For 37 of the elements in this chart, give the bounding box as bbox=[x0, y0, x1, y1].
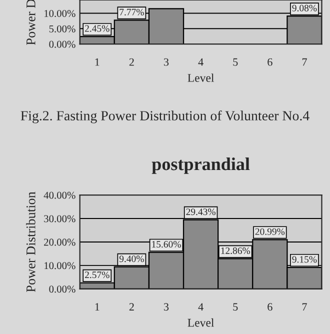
x-tick-label: 3 bbox=[164, 58, 169, 66]
caption: Fig.2. Fasting Power Distribution of Volunteer No.4 bbox=[20, 110, 310, 124]
y-tick-label: 30.00% bbox=[44, 215, 76, 222]
x-tick-label: 7 bbox=[302, 58, 307, 66]
x-tick-label: 6 bbox=[268, 58, 272, 66]
y-tick-label: 0.00% bbox=[49, 40, 76, 48]
data-label: 9.40% bbox=[119, 256, 144, 262]
x-axis-title: Level bbox=[188, 318, 214, 327]
x-tick-label: 5 bbox=[233, 303, 238, 311]
x-tick-label: 6 bbox=[268, 303, 272, 311]
y-tick-label: 10.00% bbox=[44, 10, 76, 18]
y-tick-label: 40.00% bbox=[44, 192, 76, 199]
x-tick-label: 3 bbox=[164, 303, 169, 311]
x-tick-label: 1 bbox=[95, 303, 100, 311]
data-label: 20.99% bbox=[255, 228, 285, 235]
y-tick-label: 0.00% bbox=[49, 286, 76, 293]
x-tick-label: 4 bbox=[198, 58, 204, 66]
data-label: 2.45% bbox=[85, 25, 110, 32]
x-tick-label: 1 bbox=[95, 58, 100, 66]
y-tick-label: 5.00% bbox=[49, 25, 76, 32]
data-label: 9.08% bbox=[292, 4, 317, 12]
chart-title: postprandial bbox=[152, 158, 250, 174]
x-tick-label: 7 bbox=[302, 303, 307, 311]
x-tick-label: 2 bbox=[129, 58, 134, 66]
y-tick-label: 20.00% bbox=[44, 238, 76, 246]
data-label: 12.86% bbox=[221, 247, 250, 254]
x-tick-label: 5 bbox=[233, 58, 238, 66]
data-label: 15.60% bbox=[152, 240, 181, 248]
x-axis-title: Level bbox=[188, 74, 214, 82]
data-label: 2.57% bbox=[85, 272, 110, 278]
data-label: 7.77% bbox=[120, 8, 144, 16]
x-tick-label: 2 bbox=[129, 303, 134, 311]
y-tick-label: 10.00% bbox=[44, 262, 76, 270]
data-label: 9.15% bbox=[292, 256, 317, 263]
data-label: 29.43% bbox=[186, 208, 216, 216]
x-tick-label: 4 bbox=[198, 303, 204, 311]
y-axis-title: Power Distribution bbox=[26, 192, 36, 292]
